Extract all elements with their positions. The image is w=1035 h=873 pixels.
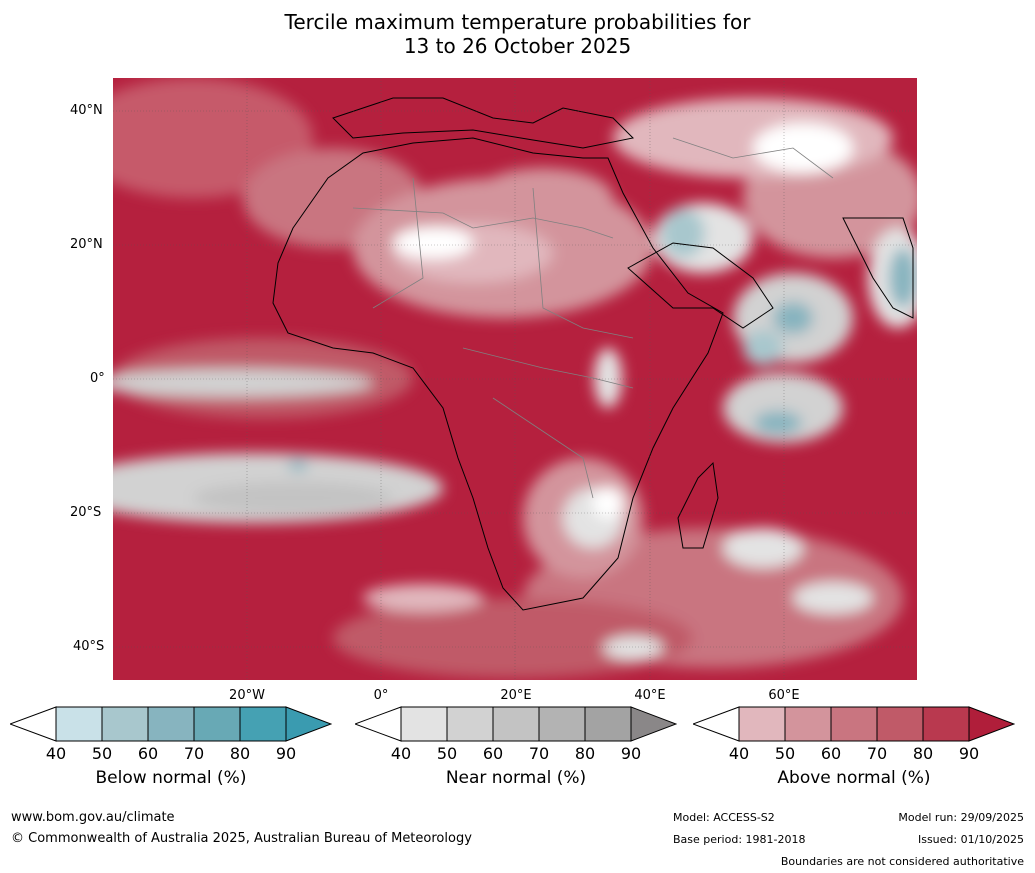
colorbar-tick-label: 50 xyxy=(436,744,458,763)
footer-base-period: Base period: 1981-2018 xyxy=(673,833,806,846)
lat-label-40s: 40°S xyxy=(73,639,105,654)
map-title-line1: Tercile maximum temperature probabilitie… xyxy=(284,10,751,34)
lon-label-20w: 20°W xyxy=(229,688,265,703)
lat-label-0: 0° xyxy=(90,371,105,386)
colorbar-segment xyxy=(876,706,924,742)
lon-label-40e: 40°E xyxy=(634,688,666,703)
colorbar-tick-label: 40 xyxy=(45,744,67,763)
colorbar-tick-label: 70 xyxy=(528,744,550,763)
colorbar-segment xyxy=(446,706,494,742)
country-borders xyxy=(352,137,834,499)
colorbar-segment xyxy=(193,706,241,742)
colorbar-tick-label: 40 xyxy=(390,744,412,763)
footer-website: www.bom.gov.au/climate xyxy=(11,810,175,825)
colorbar-near-segments xyxy=(400,706,632,742)
colorbar-below-high-tip xyxy=(285,706,332,742)
colorbar-above-segments xyxy=(738,706,970,742)
colorbar-tick-label: 90 xyxy=(958,744,980,763)
colorbar-below-normal xyxy=(10,706,332,742)
colorbar-segment xyxy=(147,706,195,742)
colorbar-tick-label: 80 xyxy=(912,744,934,763)
colorbar-tick-label: 60 xyxy=(482,744,504,763)
colorbar-tick-label: 90 xyxy=(275,744,297,763)
colorbar-near-normal xyxy=(355,706,677,742)
colorbar-tick-label: 90 xyxy=(620,744,642,763)
gridlines xyxy=(113,78,917,680)
colorbar-below-low-tip xyxy=(10,706,57,742)
footer-copyright: © Commonwealth of Australia 2025, Austra… xyxy=(11,831,472,846)
colorbar-above-label: Above normal (%) xyxy=(777,768,931,788)
colorbar-segment xyxy=(922,706,970,742)
colorbar-tick-label: 80 xyxy=(229,744,251,763)
colorbar-tick-label: 80 xyxy=(574,744,596,763)
colorbar-segment xyxy=(830,706,878,742)
colorbar-above-low-tip xyxy=(693,706,740,742)
colorbar-tick-label: 50 xyxy=(774,744,796,763)
footer-issued: Issued: 01/10/2025 xyxy=(917,833,1024,846)
colorbar-below-label: Below normal (%) xyxy=(95,768,247,788)
lat-label-40n: 40°N xyxy=(70,103,103,118)
colorbar-tick-label: 70 xyxy=(866,744,888,763)
colorbar-tick-label: 60 xyxy=(137,744,159,763)
colorbar-near-label: Near normal (%) xyxy=(445,768,587,788)
map-canvas xyxy=(113,78,917,680)
colorbar-tick-label: 40 xyxy=(728,744,750,763)
colorbar-tick-label: 50 xyxy=(91,744,113,763)
lon-label-0: 0° xyxy=(373,688,389,703)
colorbar-segment xyxy=(55,706,103,742)
lat-label-20s: 20°S xyxy=(70,505,102,520)
colorbar-segment xyxy=(400,706,448,742)
colorbar-segment xyxy=(492,706,540,742)
colorbar-above-high-tip xyxy=(968,706,1015,742)
colorbar-above-normal xyxy=(693,706,1015,742)
lat-label-20n: 20°N xyxy=(70,237,103,252)
footer-model: Model: ACCESS-S2 xyxy=(673,811,775,824)
colorbar-near-low-tip xyxy=(355,706,402,742)
colorbar-below-segments xyxy=(55,706,287,742)
coastlines xyxy=(272,97,914,611)
colorbar-segment xyxy=(584,706,632,742)
probability-map xyxy=(113,78,917,680)
colorbar-segment xyxy=(101,706,149,742)
footer-model-run: Model run: 29/09/2025 xyxy=(898,811,1024,824)
lon-label-20e: 20°E xyxy=(500,688,532,703)
probability-fields xyxy=(113,78,917,678)
colorbar-tick-label: 60 xyxy=(820,744,842,763)
footer-disclaimer: Boundaries are not considered authoritat… xyxy=(780,855,1024,868)
colorbar-segment xyxy=(738,706,786,742)
colorbar-near-high-tip xyxy=(630,706,677,742)
colorbar-tick-label: 70 xyxy=(183,744,205,763)
lon-label-60e: 60°E xyxy=(768,688,800,703)
colorbar-segment xyxy=(239,706,287,742)
colorbar-segment xyxy=(538,706,586,742)
map-title-line2: 13 to 26 October 2025 xyxy=(403,34,632,58)
colorbar-segment xyxy=(784,706,832,742)
